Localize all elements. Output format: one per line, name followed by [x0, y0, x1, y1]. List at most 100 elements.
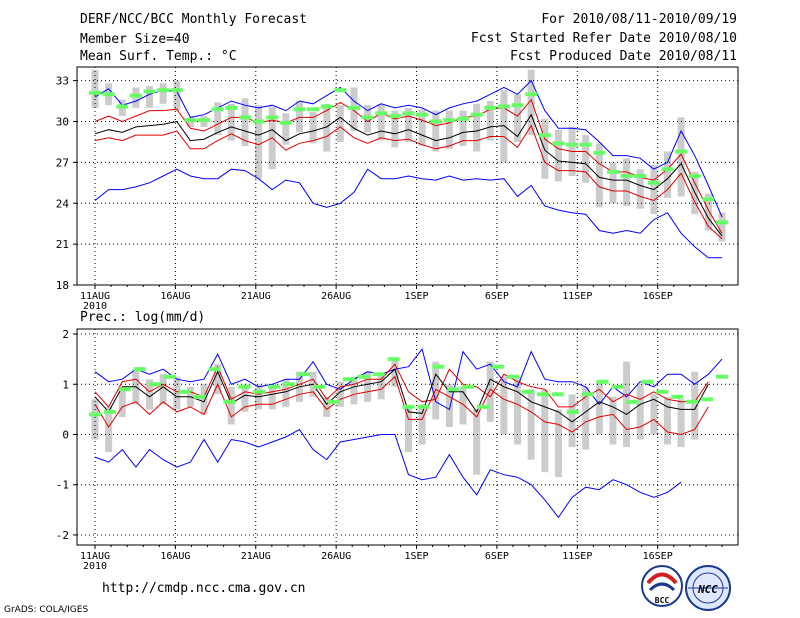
y-tick-label: 2: [62, 328, 69, 341]
ncc-logo: NCC: [685, 565, 731, 611]
upper-ylabel: Mean Surf. Temp.: °C: [80, 49, 237, 64]
plot-frame: [76, 328, 739, 546]
observation-marker: [611, 384, 624, 389]
range-bar: [405, 406, 412, 453]
series-spread_low: [94, 124, 723, 240]
observation-marker: [129, 93, 142, 98]
range-bar: [350, 376, 358, 405]
range-bar: [200, 384, 208, 415]
observation-marker: [593, 150, 606, 155]
observation-marker: [641, 379, 654, 384]
x-tick-label: 16AUG: [160, 291, 190, 302]
observation-marker: [716, 220, 728, 225]
range-bar: [268, 384, 276, 410]
range-bar: [255, 105, 263, 179]
observation-marker: [334, 88, 347, 93]
observation-marker: [103, 409, 116, 414]
range-bar: [309, 111, 317, 144]
observation-marker: [507, 374, 519, 379]
y-tick-label: 0: [62, 428, 69, 441]
range-bar: [609, 162, 617, 204]
observation-marker: [283, 382, 296, 387]
range-bar: [241, 98, 249, 147]
range-bar: [623, 361, 631, 448]
range-bar: [377, 103, 385, 141]
observation-marker: [525, 92, 538, 97]
y-tick-label: 30: [56, 116, 69, 129]
range-bar: [636, 169, 644, 209]
range-bar: [473, 103, 481, 152]
observation-marker: [620, 174, 633, 178]
observation-marker: [538, 133, 551, 138]
observation-marker: [266, 115, 279, 120]
range-bar: [650, 394, 658, 435]
observation-marker: [342, 377, 355, 382]
observation-marker: [223, 399, 236, 404]
observation-marker: [656, 389, 669, 394]
range-bar: [241, 384, 249, 412]
y-tick-label: 27: [56, 156, 69, 169]
series-mean: [94, 368, 709, 423]
observation-marker: [661, 167, 674, 172]
range-bar: [295, 101, 303, 133]
x-tick-label: 16SEP: [643, 551, 673, 562]
observation-marker: [148, 382, 161, 387]
bcc-logo: BCC: [641, 565, 683, 607]
observation-marker: [402, 111, 415, 116]
y-tick-label: -2: [56, 529, 69, 542]
observation-marker: [492, 364, 505, 369]
observation-marker: [347, 105, 360, 110]
range-bar: [173, 376, 181, 410]
observation-marker: [327, 399, 340, 404]
range-bar: [282, 113, 290, 145]
lower-ylabel: Prec.: log(mm/d): [80, 310, 206, 325]
range-bar: [364, 371, 372, 402]
observation-marker: [157, 88, 170, 93]
range-bar: [91, 69, 99, 108]
source-url[interactable]: http://cmdp.ncc.cma.gov.cn: [102, 581, 306, 596]
x-tick-label: 1SEP: [404, 291, 428, 302]
member-size: Member Size=40: [80, 32, 190, 47]
range-bar: [323, 103, 331, 152]
range-bar: [323, 396, 331, 417]
range-bar: [214, 364, 222, 395]
range-bar: [146, 379, 154, 410]
forecast-range: For 2010/08/11-2010/09/19: [541, 12, 737, 27]
range-bar: [691, 371, 699, 440]
observation-marker: [416, 112, 429, 117]
x-tick-label: 26AUG: [321, 291, 351, 302]
observation-marker: [193, 394, 206, 399]
range-bar: [514, 376, 522, 445]
observation-marker: [238, 115, 251, 120]
x-tick-label: 16SEP: [643, 291, 673, 302]
series-spread_low: [94, 375, 709, 436]
range-bar: [500, 376, 508, 435]
observation-marker: [178, 389, 191, 394]
range-bar: [595, 143, 603, 208]
observation-marker: [566, 409, 579, 414]
observation-marker: [312, 384, 325, 389]
observation-marker: [552, 141, 565, 146]
observation-marker: [675, 149, 688, 154]
observation-marker: [716, 374, 728, 379]
series-lower: [94, 428, 682, 519]
observation-marker: [634, 174, 647, 178]
observation-marker: [320, 104, 333, 109]
observation-marker: [626, 399, 639, 404]
range-bar: [91, 399, 99, 440]
observation-marker: [402, 404, 415, 409]
observation-marker: [566, 142, 579, 147]
observation-marker: [307, 107, 320, 112]
observation-marker: [521, 389, 534, 394]
observation-marker: [462, 384, 475, 389]
range-bar: [486, 361, 494, 422]
panel-temperature: 18 21 24 27 30 33 11AUG 16AUG 21AUG 26AUG 1SEP 6SEP…: [56, 66, 739, 312]
observation-marker: [477, 404, 490, 409]
observation-marker: [647, 180, 660, 185]
grads-credit: GrADS: COLA/IGES: [4, 605, 89, 615]
ncc-logo-text: NCC: [697, 583, 718, 596]
observation-marker: [457, 116, 470, 121]
observation-marker: [89, 90, 101, 95]
chart-title: DERF/NCC/BCC Monthly Forecast: [80, 12, 307, 27]
range-bar: [391, 110, 399, 148]
